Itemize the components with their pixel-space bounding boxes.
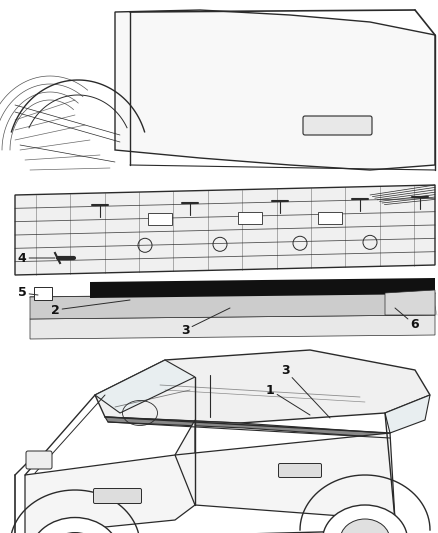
Polygon shape <box>90 278 435 298</box>
Polygon shape <box>385 290 435 315</box>
Polygon shape <box>95 350 430 423</box>
Polygon shape <box>105 417 390 438</box>
Polygon shape <box>30 315 435 339</box>
Bar <box>148 213 172 225</box>
FancyBboxPatch shape <box>279 464 321 478</box>
Polygon shape <box>175 433 395 520</box>
FancyBboxPatch shape <box>93 489 141 504</box>
FancyBboxPatch shape <box>26 451 52 469</box>
Text: 6: 6 <box>395 308 419 332</box>
Ellipse shape <box>340 519 390 533</box>
Text: 4: 4 <box>18 252 55 264</box>
Polygon shape <box>95 360 195 413</box>
Bar <box>238 212 262 224</box>
Polygon shape <box>15 185 435 275</box>
Text: 3: 3 <box>181 308 230 336</box>
Ellipse shape <box>30 518 120 533</box>
Text: 3: 3 <box>281 364 330 418</box>
Ellipse shape <box>322 505 407 533</box>
Polygon shape <box>30 293 435 319</box>
Bar <box>34 287 52 300</box>
Bar <box>318 212 342 224</box>
Polygon shape <box>385 395 430 433</box>
FancyBboxPatch shape <box>303 116 372 135</box>
Text: 5: 5 <box>18 287 38 300</box>
Text: 1: 1 <box>265 384 310 415</box>
Polygon shape <box>115 10 435 170</box>
Polygon shape <box>25 420 195 533</box>
Text: 2: 2 <box>51 300 130 317</box>
